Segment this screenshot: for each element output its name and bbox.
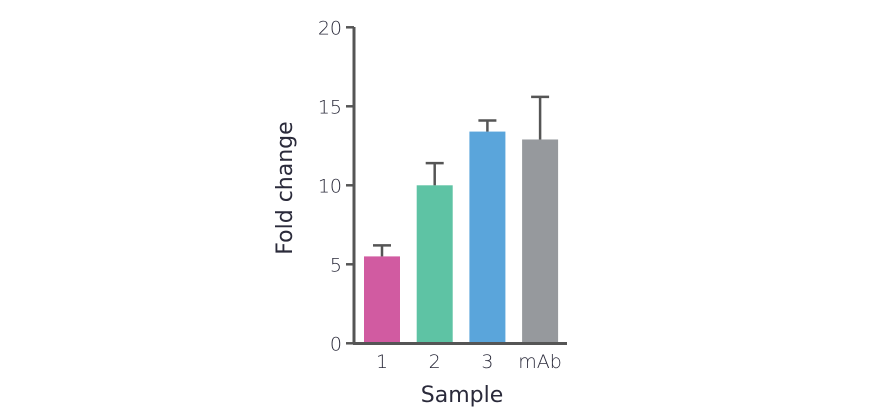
y-tick-label: 5 [330,254,342,276]
bar-3 [469,131,506,344]
x-tick-label: mAb [518,351,562,373]
x-axis-label: Sample [421,383,504,408]
y-tick-label: 20 [318,17,342,39]
x-tick-label: 1 [376,351,388,373]
y-tick-label: 15 [318,96,342,118]
bar-1 [364,256,400,344]
y-tick-label: 10 [318,175,342,197]
x-tick-label: 3 [481,351,493,373]
bar-2 [416,185,453,344]
y-tick-label: 0 [330,333,342,355]
x-tick-label: 2 [429,351,441,373]
bar-mAb [522,139,559,344]
y-axis-label: Fold change [273,121,298,254]
